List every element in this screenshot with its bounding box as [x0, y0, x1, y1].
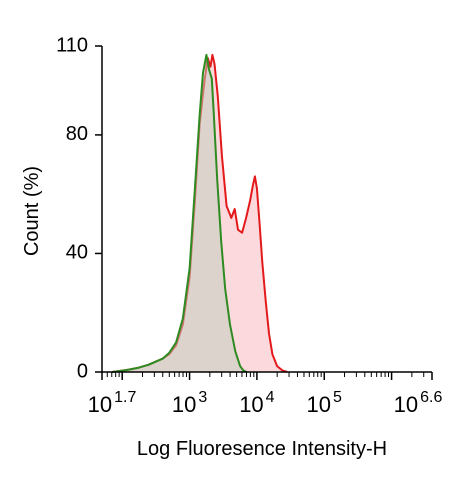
y-ticks: 0 40 80 110	[56, 34, 102, 382]
series-1-area	[112, 54, 247, 373]
plot-area	[111, 53, 288, 373]
y-axis-title: Count (%)	[21, 166, 43, 256]
y-tick-label: 0	[77, 360, 88, 382]
x-tick-label: 10 6.6	[394, 389, 443, 417]
x-axis-title: Log Fluoresence Intensity-H	[137, 438, 387, 460]
x-tick-label: 10 5	[307, 389, 342, 417]
y-tick-label: 80	[66, 123, 88, 145]
x-tick-label: 10 1.7	[88, 389, 137, 417]
x-tick-label: 10 4	[239, 389, 274, 417]
y-tick-label: 110	[56, 34, 88, 56]
y-tick-label: 40	[66, 242, 88, 264]
x-tick-label: 10 3	[172, 389, 207, 417]
x-ticks: 10 1.7 10 3 10 4 10 5 10 6.6	[88, 372, 443, 417]
series-1-line	[111, 53, 248, 373]
